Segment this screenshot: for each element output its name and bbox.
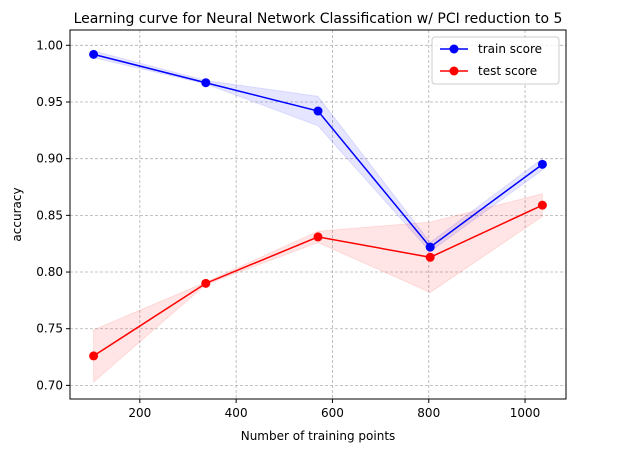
y-tick-label: 0.75 [36, 322, 63, 336]
series-1-point [425, 252, 435, 262]
y-axis-label: accuracy [10, 187, 24, 241]
series-0-band [93, 50, 543, 253]
series-1-band [93, 193, 543, 384]
y-axis-ticks: 0.70 0.75 0.80 0.85 0.90 0.95 1.00 [36, 38, 70, 392]
legend-test-label: test score [478, 64, 537, 78]
legend-train-marker [449, 44, 459, 54]
x-axis-ticks: 200 400 600 800 1000 [128, 399, 540, 420]
series-1-point [201, 278, 211, 288]
y-tick-label: 0.90 [36, 152, 63, 166]
confidence-bands [93, 50, 543, 384]
plot-background [70, 30, 566, 399]
series-0-point [201, 78, 211, 88]
y-tick-label: 0.80 [36, 265, 63, 279]
series-0-point [89, 49, 99, 59]
x-tick-label: 400 [225, 406, 248, 420]
x-axis-label: Number of training points [241, 429, 396, 443]
series-1-point [537, 200, 547, 210]
chart-title: Learning curve for Neural Network Classi… [74, 11, 563, 27]
x-tick-label: 600 [321, 406, 344, 420]
plot-frame [69, 29, 567, 400]
series-0-point [425, 242, 435, 252]
legend-test-marker [449, 66, 459, 76]
series-0-point [313, 106, 323, 116]
x-tick-label: 200 [128, 406, 151, 420]
y-tick-label: 0.95 [36, 95, 63, 109]
series-0-point [537, 159, 547, 169]
x-tick-label: 800 [417, 406, 440, 420]
series-1-point [313, 232, 323, 242]
legend-train-label: train score [478, 42, 542, 56]
y-tick-label: 0.85 [36, 208, 63, 222]
grid [70, 30, 566, 399]
series-1-point [89, 351, 99, 361]
y-tick-label: 0.70 [36, 378, 63, 392]
series-points [89, 49, 547, 361]
y-tick-label: 1.00 [36, 38, 63, 52]
legend: train score test score [431, 36, 560, 85]
x-tick-label: 1000 [510, 406, 541, 420]
